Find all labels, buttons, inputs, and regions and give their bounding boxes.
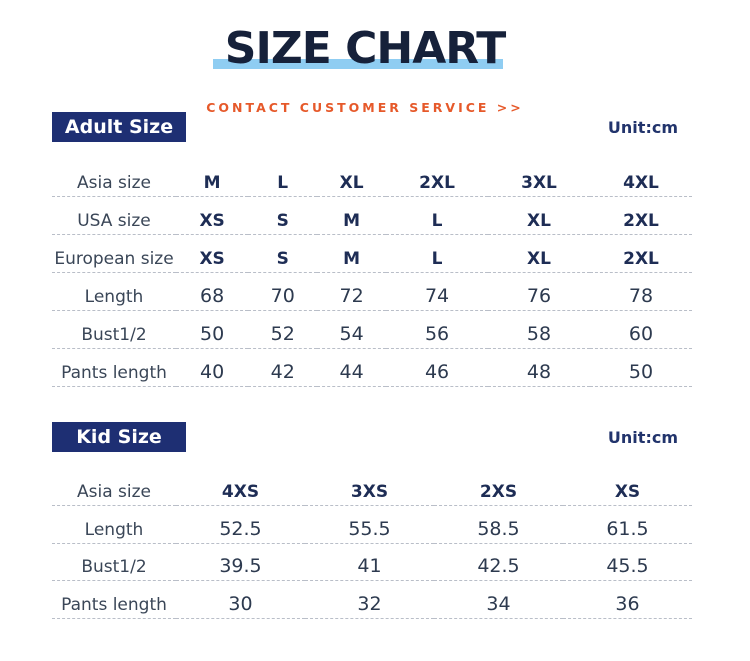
kid-size-table: Asia size 4XS 3XS 2XS XS Length 52.5 55.5 58.5 61… bbox=[52, 468, 692, 619]
table-cell: 34 bbox=[434, 580, 563, 619]
table-cell: 41 bbox=[305, 543, 434, 581]
table-cell: 74 bbox=[386, 272, 489, 311]
table-cell: M bbox=[317, 234, 387, 273]
table-cell: XS bbox=[563, 468, 692, 506]
table-cell: 52.5 bbox=[176, 505, 305, 544]
adult-unit-label: Unit:cm bbox=[607, 118, 678, 137]
table-cell: 60 bbox=[590, 310, 692, 349]
title-block: SIZE CHART CONTACT CUSTOMER SERVICE >> bbox=[0, 22, 750, 115]
row-label: European size bbox=[52, 234, 176, 273]
table-cell: 3XS bbox=[305, 468, 434, 506]
table-row: Length 68 70 72 74 76 78 bbox=[52, 272, 692, 311]
table-row: European size XS S M L XL 2XL bbox=[52, 234, 692, 273]
table-cell: XL bbox=[488, 234, 590, 273]
table-cell: 30 bbox=[176, 580, 305, 619]
table-cell: 4XS bbox=[176, 468, 305, 506]
table-cell: 50 bbox=[590, 348, 692, 387]
row-label: Pants length bbox=[52, 580, 176, 619]
kid-size-badge: Kid Size bbox=[52, 422, 186, 452]
table-cell: M bbox=[176, 158, 249, 197]
table-row: Length 52.5 55.5 58.5 61.5 bbox=[52, 505, 692, 544]
row-label: Pants length bbox=[52, 348, 176, 387]
table-row: Bust1/2 39.5 41 42.5 45.5 bbox=[52, 543, 692, 581]
table-cell: 68 bbox=[176, 272, 249, 311]
kid-unit-label: Unit:cm bbox=[607, 428, 678, 447]
table-cell: S bbox=[248, 196, 318, 235]
table-row: Bust1/2 50 52 54 56 58 60 bbox=[52, 310, 692, 349]
table-cell: 61.5 bbox=[563, 505, 692, 544]
table-cell: 40 bbox=[176, 348, 249, 387]
row-label: USA size bbox=[52, 196, 176, 235]
title-highlight-bar bbox=[213, 59, 503, 69]
adult-size-badge: Adult Size bbox=[52, 112, 186, 142]
table-row: Pants length 40 42 44 46 48 50 bbox=[52, 348, 692, 387]
row-label: Length bbox=[52, 505, 176, 544]
table-cell: 2XS bbox=[434, 468, 563, 506]
table-cell: 70 bbox=[248, 272, 318, 311]
table-cell: M bbox=[317, 196, 387, 235]
table-cell: 42.5 bbox=[434, 543, 563, 581]
row-label: Bust1/2 bbox=[52, 543, 176, 581]
table-cell: 39.5 bbox=[176, 543, 305, 581]
adult-size-table: Asia size M L XL 2XL 3XL 4XL USA size XS S M L XL 2XL… bbox=[52, 158, 692, 387]
table-cell: XL bbox=[488, 196, 590, 235]
table-cell: 48 bbox=[488, 348, 590, 387]
table-cell: 3XL bbox=[488, 158, 590, 197]
table-cell: 56 bbox=[386, 310, 489, 349]
table-row: Asia size M L XL 2XL 3XL 4XL bbox=[52, 158, 692, 197]
row-label: Asia size bbox=[52, 468, 176, 506]
table-cell: 55.5 bbox=[305, 505, 434, 544]
table-cell: 76 bbox=[488, 272, 590, 311]
table-cell: 46 bbox=[386, 348, 489, 387]
table-cell: 78 bbox=[590, 272, 692, 311]
table-cell: 52 bbox=[248, 310, 318, 349]
table-cell: 36 bbox=[563, 580, 692, 619]
page-title: SIZE CHART bbox=[224, 23, 506, 74]
table-cell: 50 bbox=[176, 310, 249, 349]
table-cell: 32 bbox=[305, 580, 434, 619]
table-cell: XS bbox=[176, 196, 249, 235]
table-cell: 72 bbox=[317, 272, 387, 311]
row-label: Asia size bbox=[52, 158, 176, 197]
table-cell: 45.5 bbox=[563, 543, 692, 581]
contact-customer-service-link[interactable]: CONTACT CUSTOMER SERVICE >> bbox=[206, 100, 524, 115]
table-cell: S bbox=[248, 234, 318, 273]
table-cell: 2XL bbox=[590, 234, 692, 273]
table-row: Pants length 30 32 34 36 bbox=[52, 580, 692, 619]
table-cell: 58 bbox=[488, 310, 590, 349]
table-cell: L bbox=[386, 234, 489, 273]
row-label: Bust1/2 bbox=[52, 310, 176, 349]
table-cell: 58.5 bbox=[434, 505, 563, 544]
table-cell: 2XL bbox=[590, 196, 692, 235]
table-row: USA size XS S M L XL 2XL bbox=[52, 196, 692, 235]
table-cell: 4XL bbox=[590, 158, 692, 197]
table-cell: 44 bbox=[317, 348, 387, 387]
table-cell: 2XL bbox=[386, 158, 489, 197]
table-cell: 42 bbox=[248, 348, 318, 387]
table-row: Asia size 4XS 3XS 2XS XS bbox=[52, 468, 692, 506]
table-cell: L bbox=[248, 158, 318, 197]
table-cell: L bbox=[386, 196, 489, 235]
row-label: Length bbox=[52, 272, 176, 311]
table-cell: 54 bbox=[317, 310, 387, 349]
table-cell: XS bbox=[176, 234, 249, 273]
table-cell: XL bbox=[317, 158, 387, 197]
